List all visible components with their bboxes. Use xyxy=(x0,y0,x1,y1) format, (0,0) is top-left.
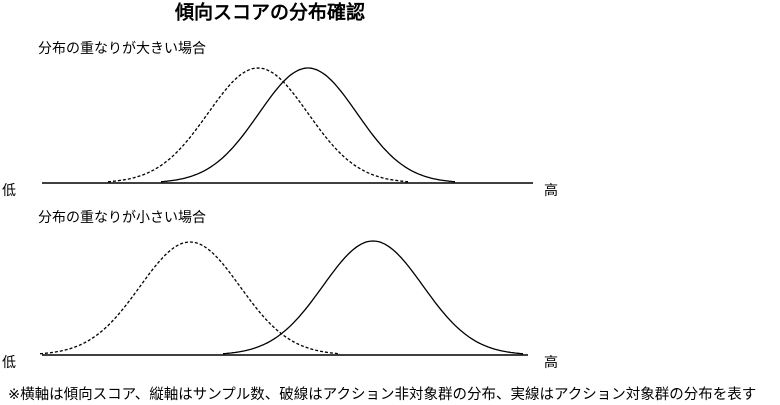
title: 傾向スコアの分布確認 xyxy=(174,1,365,24)
low-label: 低 xyxy=(2,183,16,199)
curve-solid xyxy=(160,67,456,183)
panel-label: 分布の重なりが大きい場合 xyxy=(38,41,206,57)
high-label: 高 xyxy=(544,354,558,371)
curve-solid xyxy=(222,240,524,355)
note: ※横軸は傾向スコア、縦軸はサンプル数、破線はアクション非対象群の分布、実線はアク… xyxy=(8,386,756,403)
curve-dashed xyxy=(39,241,341,355)
low-label: 低 xyxy=(2,355,16,371)
high-label: 高 xyxy=(544,182,558,199)
panel-label: 分布の重なりが小さい場合 xyxy=(38,210,206,226)
curve-dashed xyxy=(107,67,409,183)
